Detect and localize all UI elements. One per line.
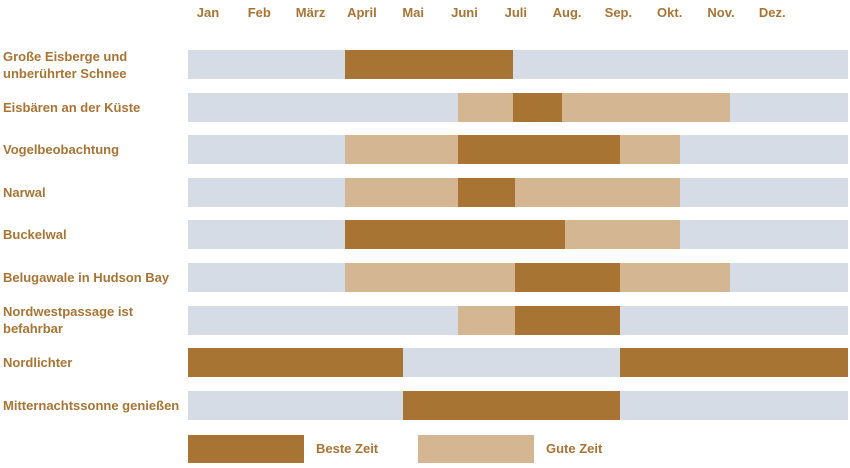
- month-label: Juni: [451, 5, 478, 20]
- row-track: [188, 50, 848, 79]
- row-label: Buckelwal: [3, 227, 67, 243]
- best-period-bar: [512, 92, 562, 122]
- best-period-bar: [515, 305, 620, 335]
- best-period-bar: [515, 263, 620, 292]
- legend-label-good: Gute Zeit: [546, 441, 603, 456]
- month-label: Dez.: [758, 5, 786, 20]
- good-period-bar: [619, 135, 681, 165]
- month-label: Juli: [504, 5, 527, 20]
- month-label: April: [347, 5, 377, 20]
- row-label: Narwal: [3, 184, 46, 200]
- row-label: Nordwestpassage ist befahrbar: [3, 304, 134, 337]
- best-period-bar: [457, 135, 620, 165]
- good-period-bar: [457, 305, 516, 335]
- best-period-bar: [457, 177, 516, 207]
- good-period-bar: [619, 263, 730, 292]
- month-label: Feb: [247, 5, 271, 20]
- best-period-bar: [188, 348, 403, 378]
- good-period-bar: [564, 220, 681, 250]
- best-period-bar: [344, 50, 513, 79]
- month-label: März: [295, 5, 326, 20]
- month-label: Sep.: [604, 5, 633, 20]
- best-period-bar: [619, 348, 848, 378]
- row-label: Mitternachtssonne genießen: [3, 397, 180, 413]
- legend-swatch-best: [188, 435, 304, 463]
- legend-label-best: Beste Zeit: [316, 441, 379, 456]
- best-period-bar: [344, 220, 565, 250]
- row-label: Nordlichter: [3, 355, 73, 371]
- good-period-bar: [344, 135, 458, 165]
- month-label: Mai: [402, 5, 425, 20]
- good-period-bar: [562, 92, 730, 122]
- month-label: Jan: [196, 5, 220, 20]
- month-label: Aug.: [552, 5, 582, 20]
- good-period-bar: [515, 177, 681, 207]
- month-label: Okt.: [657, 5, 683, 20]
- month-label: Nov.: [707, 5, 735, 20]
- good-period-bar: [457, 92, 513, 122]
- row-label: Vogelbeobachtung: [3, 142, 120, 158]
- best-period-bar: [402, 390, 620, 420]
- legend-swatch-good: [418, 435, 534, 463]
- good-period-bar: [344, 177, 458, 207]
- row-label: Eisbären an der Küste: [3, 99, 141, 115]
- good-period-bar: [344, 263, 516, 292]
- row-label: Belugawale in Hudson Bay: [3, 270, 170, 285]
- row-label: Große Eisberge und unberührter Schnee: [3, 48, 128, 81]
